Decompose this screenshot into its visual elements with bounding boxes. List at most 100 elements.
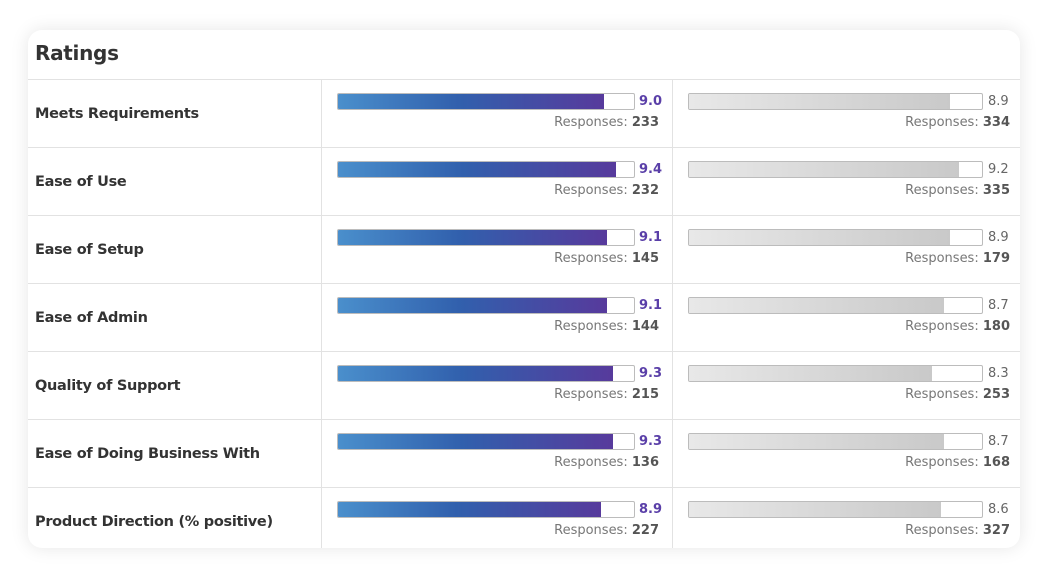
comparison-score-bar-fill (689, 94, 950, 109)
rating-label: Ease of Admin (35, 309, 148, 326)
comparison-rating-cell: 8.9 Responses: 179 (672, 216, 1020, 283)
primary-score-bar-fill (338, 298, 608, 313)
primary-score-bar (337, 161, 635, 178)
rating-label: Ease of Doing Business With (35, 445, 260, 462)
primary-rating-cell: 9.4 Responses: 232 (321, 148, 672, 215)
comparison-score-bar-fill (689, 230, 950, 245)
comparison-rating-cell: 8.9 Responses: 334 (672, 80, 1020, 147)
rating-row: Product Direction (% positive) 8.9 Respo… (28, 488, 1020, 548)
comparison-score-value: 8.7 (988, 434, 1009, 449)
primary-responses: Responses: 144 (554, 319, 659, 334)
comparison-score-bar (688, 229, 983, 246)
responses-label: Responses: (554, 251, 628, 266)
primary-rating-cell: 9.0 Responses: 233 (321, 80, 672, 147)
comparison-score-value: 8.7 (988, 298, 1009, 313)
responses-count: 144 (631, 319, 659, 334)
comparison-score-value: 8.3 (988, 366, 1009, 381)
rating-row: Meets Requirements 9.0 Responses: 233 8.… (28, 80, 1020, 148)
rating-row: Ease of Doing Business With 9.3 Response… (28, 420, 1020, 488)
responses-count: 215 (631, 387, 659, 402)
rating-label: Ease of Setup (35, 241, 144, 258)
comparison-score-value: 8.9 (988, 230, 1009, 245)
comparison-score-value: 9.2 (988, 162, 1009, 177)
responses-count: 180 (982, 319, 1010, 334)
responses-label: Responses: (554, 319, 628, 334)
primary-score-bar (337, 297, 635, 314)
comparison-responses: Responses: 334 (905, 115, 1010, 130)
comparison-score-bar-fill (689, 298, 944, 313)
responses-label: Responses: (554, 115, 628, 130)
comparison-score-value: 8.6 (988, 502, 1009, 517)
comparison-rating-cell: 8.3 Responses: 253 (672, 352, 1020, 419)
comparison-score-bar (688, 433, 983, 450)
primary-score-value: 9.1 (639, 230, 663, 245)
responses-count: 145 (631, 251, 659, 266)
ratings-table: Meets Requirements 9.0 Responses: 233 8.… (28, 80, 1020, 548)
comparison-score-bar-fill (689, 434, 944, 449)
comparison-responses: Responses: 335 (905, 183, 1010, 198)
rating-label: Ease of Use (35, 173, 127, 190)
rating-row: Quality of Support 9.3 Responses: 215 8.… (28, 352, 1020, 420)
responses-count: 136 (631, 455, 659, 470)
responses-label: Responses: (905, 523, 979, 538)
comparison-score-bar-fill (689, 502, 941, 517)
comparison-score-bar (688, 365, 983, 382)
comparison-rating-cell: 8.7 Responses: 180 (672, 284, 1020, 351)
primary-responses: Responses: 215 (554, 387, 659, 402)
responses-count: 179 (982, 251, 1010, 266)
primary-score-bar-fill (338, 94, 605, 109)
primary-responses: Responses: 232 (554, 183, 659, 198)
responses-count: 334 (982, 115, 1010, 130)
primary-score-bar-fill (338, 230, 608, 245)
primary-responses: Responses: 136 (554, 455, 659, 470)
rating-row: Ease of Setup 9.1 Responses: 145 8.9 Res… (28, 216, 1020, 284)
responses-count: 327 (982, 523, 1010, 538)
responses-count: 233 (631, 115, 659, 130)
primary-rating-cell: 8.9 Responses: 227 (321, 488, 672, 548)
responses-count: 168 (982, 455, 1010, 470)
responses-count: 253 (982, 387, 1010, 402)
responses-count: 227 (631, 523, 659, 538)
primary-score-bar (337, 229, 635, 246)
card-title: Ratings (28, 30, 1020, 80)
responses-label: Responses: (554, 455, 628, 470)
primary-rating-cell: 9.3 Responses: 215 (321, 352, 672, 419)
primary-responses: Responses: 145 (554, 251, 659, 266)
responses-label: Responses: (905, 319, 979, 334)
responses-label: Responses: (905, 387, 979, 402)
primary-score-bar (337, 433, 635, 450)
primary-rating-cell: 9.1 Responses: 145 (321, 216, 672, 283)
responses-count: 232 (631, 183, 659, 198)
comparison-score-bar-fill (689, 162, 959, 177)
rating-label: Meets Requirements (35, 105, 199, 122)
primary-score-bar-fill (338, 366, 614, 381)
responses-label: Responses: (905, 455, 979, 470)
primary-score-bar (337, 93, 635, 110)
comparison-responses: Responses: 168 (905, 455, 1010, 470)
comparison-score-value: 8.9 (988, 94, 1009, 109)
comparison-responses: Responses: 179 (905, 251, 1010, 266)
comparison-score-bar (688, 161, 983, 178)
responses-label: Responses: (905, 251, 979, 266)
rating-label: Product Direction (% positive) (35, 513, 273, 530)
primary-rating-cell: 9.1 Responses: 144 (321, 284, 672, 351)
comparison-score-bar (688, 93, 983, 110)
primary-score-bar-fill (338, 162, 617, 177)
responses-label: Responses: (554, 183, 628, 198)
ratings-card: Ratings Meets Requirements 9.0 Responses… (28, 30, 1020, 548)
comparison-rating-cell: 9.2 Responses: 335 (672, 148, 1020, 215)
primary-score-value: 9.0 (639, 94, 663, 109)
primary-score-value: 9.4 (639, 162, 663, 177)
responses-label: Responses: (554, 387, 628, 402)
comparison-score-bar-fill (689, 366, 933, 381)
comparison-responses: Responses: 327 (905, 523, 1010, 538)
primary-score-bar (337, 501, 635, 518)
responses-label: Responses: (905, 115, 979, 130)
responses-label: Responses: (905, 183, 979, 198)
rating-row: Ease of Admin 9.1 Responses: 144 8.7 Res… (28, 284, 1020, 352)
responses-label: Responses: (554, 523, 628, 538)
primary-score-value: 8.9 (639, 502, 663, 517)
primary-score-value: 9.3 (639, 434, 663, 449)
primary-score-value: 9.1 (639, 298, 663, 313)
responses-count: 335 (982, 183, 1010, 198)
